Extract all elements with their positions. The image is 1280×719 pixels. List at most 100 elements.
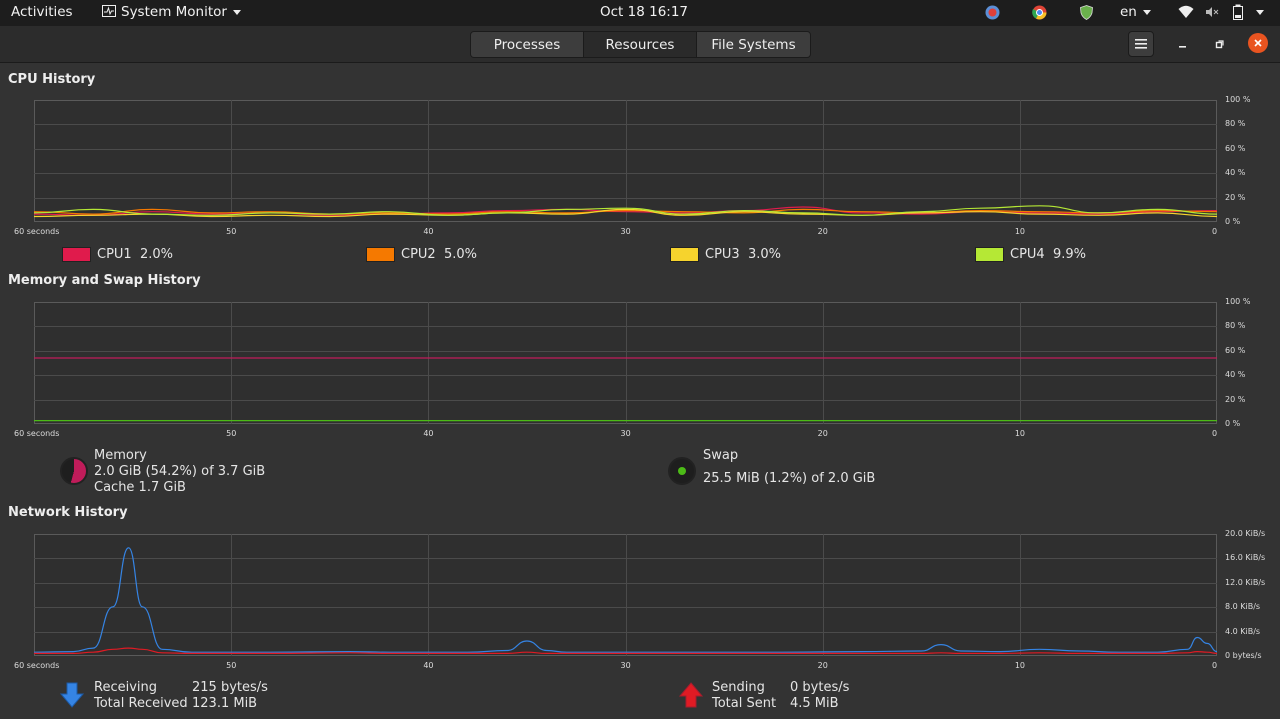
language-indicator[interactable]: en: [1120, 4, 1151, 20]
sending-arrow-icon[interactable]: [678, 682, 704, 712]
memory-label: Memory: [94, 448, 147, 463]
mem-x-tick-label: 60 seconds: [14, 429, 60, 438]
network-history-graph: [34, 534, 1217, 656]
total-sent-label: Total Sent: [712, 696, 777, 711]
mem-frame: [34, 302, 1217, 424]
cpu2-label: CPU2: [401, 247, 436, 262]
net-x-tick-label: 40: [423, 661, 434, 670]
cpu4-label: CPU4: [1010, 247, 1045, 262]
receiving-arrow-icon[interactable]: [59, 682, 85, 712]
sending-label: Sending: [712, 680, 765, 695]
mem-y-tick-label: 80 %: [1225, 321, 1246, 331]
cpu1-series-line: [34, 206, 1217, 216]
minimize-button[interactable]: [1170, 31, 1196, 57]
receiving-info: Receiving Total Received: [94, 680, 188, 712]
memory-pie-chart[interactable]: [60, 457, 88, 485]
sending-value: 0 bytes/s: [790, 680, 850, 695]
cpu-frame: [34, 100, 1217, 222]
swap-pie-chart[interactable]: [668, 457, 696, 485]
cpu2-value: 5.0%: [443, 247, 477, 262]
receiving-label: Receiving: [94, 680, 158, 695]
legend-cpu3[interactable]: CPU3 3.0%: [670, 247, 781, 262]
tab-processes[interactable]: Processes: [471, 32, 584, 57]
legend-cpu4[interactable]: CPU4 9.9%: [975, 247, 1086, 262]
activities-button[interactable]: Activities: [11, 4, 73, 20]
cpu-x-tick-label: 0: [1212, 227, 1218, 236]
net-x-tick-label: 30: [620, 661, 631, 670]
legend-cpu2[interactable]: CPU2 5.0%: [366, 247, 477, 262]
hamburger-icon: [1135, 39, 1147, 49]
cpu1-label: CPU1: [97, 247, 132, 262]
receiving-series-line: [34, 547, 1217, 653]
memory-usage: 2.0 GiB (54.2%) of 3.7 GiB: [94, 464, 266, 479]
top-bar: Activities System Monitor Oct 18 16:17 e…: [0, 0, 1280, 26]
shield-icon[interactable]: [1080, 5, 1093, 24]
mem-x-tick-label: 20: [817, 429, 828, 438]
cpu-y-tick-label: 20 %: [1225, 192, 1246, 202]
chrome-icon[interactable]: [1032, 5, 1047, 24]
total-received-label: Total Received: [94, 696, 188, 711]
cpu3-value: 3.0%: [747, 247, 781, 262]
volume-muted-icon[interactable]: [1205, 6, 1219, 22]
swap-info: Swap 25.5 MiB (1.2%) of 2.0 GiB: [703, 448, 875, 487]
cpu-x-tick-label: 60 seconds: [14, 227, 60, 236]
maximize-button[interactable]: [1207, 31, 1233, 57]
tab-file-systems[interactable]: File Systems: [697, 32, 810, 57]
memory-info: Memory 2.0 GiB (54.2%) of 3.7 GiB Cache …: [94, 448, 265, 496]
cpu-y-tick-label: 80 %: [1225, 119, 1246, 129]
cpu3-label: CPU3: [705, 247, 740, 262]
cpu-x-tick-label: 20: [817, 227, 828, 236]
cpu-x-tick-label: 50: [226, 227, 237, 236]
swap-label: Swap: [703, 448, 739, 463]
cpu3-color-swatch[interactable]: [670, 247, 699, 262]
sending-series-line: [34, 647, 1217, 654]
mem-y-tick-label: 0 %: [1225, 419, 1241, 428]
tray-app-icon[interactable]: [985, 5, 1000, 24]
mem-x-tick-label: 30: [620, 429, 631, 438]
mem-x-tick-label: 0: [1212, 429, 1218, 438]
hamburger-menu-button[interactable]: [1128, 31, 1154, 57]
memory-history-title: Memory and Swap History: [8, 273, 201, 288]
mem-plot: [34, 302, 1217, 424]
mem-y-tick-label: 40 %: [1225, 370, 1246, 380]
net-x-tick-label: 0: [1212, 661, 1218, 670]
net-plot: [34, 534, 1217, 656]
swap-usage-dot: [678, 467, 686, 475]
app-menu[interactable]: System Monitor: [102, 4, 241, 20]
net-x-tick-label: 20: [817, 661, 828, 670]
close-button[interactable]: [1248, 33, 1268, 53]
net-y-tick-label: 8.0 KiB/s: [1225, 602, 1261, 612]
receiving-value: 215 bytes/s: [192, 680, 268, 695]
mem-x-tick-label: 50: [226, 429, 237, 438]
cpu1-value: 2.0%: [139, 247, 173, 262]
cpu2-color-swatch[interactable]: [366, 247, 395, 262]
memory-cache: Cache 1.7 GiB: [94, 480, 186, 495]
system-menu-chevron-icon[interactable]: [1250, 4, 1264, 20]
wifi-icon[interactable]: [1178, 5, 1194, 23]
tab-resources[interactable]: Resources: [584, 32, 697, 57]
cpu4-value: 9.9%: [1052, 247, 1086, 262]
chevron-down-icon: [232, 9, 241, 15]
mem-x-tick-label: 40: [423, 429, 434, 438]
cpu-x-tick-label: 30: [620, 227, 631, 236]
language-label: en: [1120, 4, 1137, 20]
mem-y-tick-label: 60 %: [1225, 345, 1246, 355]
battery-icon[interactable]: [1232, 4, 1244, 24]
cpu1-color-swatch[interactable]: [62, 247, 91, 262]
cpu4-color-swatch[interactable]: [975, 247, 1004, 262]
cpu-y-tick-label: 0 %: [1225, 217, 1241, 226]
cpu3-series-line: [34, 208, 1217, 218]
cpu-history-title: CPU History: [8, 72, 96, 87]
mem-y-tick-label: 100 %: [1225, 297, 1251, 306]
sending-values: 0 bytes/s 4.5 MiB: [790, 680, 849, 712]
total-sent-value: 4.5 MiB: [790, 696, 839, 711]
net-y-tick-label: 0 bytes/s: [1225, 651, 1262, 660]
app-name: System Monitor: [121, 4, 227, 20]
cpu-x-tick-label: 40: [423, 227, 434, 236]
clock[interactable]: Oct 18 16:17: [600, 4, 689, 20]
net-y-tick-label: 20.0 KiB/s: [1225, 529, 1266, 538]
close-icon: [1254, 39, 1262, 47]
cpu4-series-line: [34, 205, 1217, 216]
chevron-down-icon: [1142, 9, 1151, 15]
legend-cpu1[interactable]: CPU1 2.0%: [62, 247, 173, 262]
